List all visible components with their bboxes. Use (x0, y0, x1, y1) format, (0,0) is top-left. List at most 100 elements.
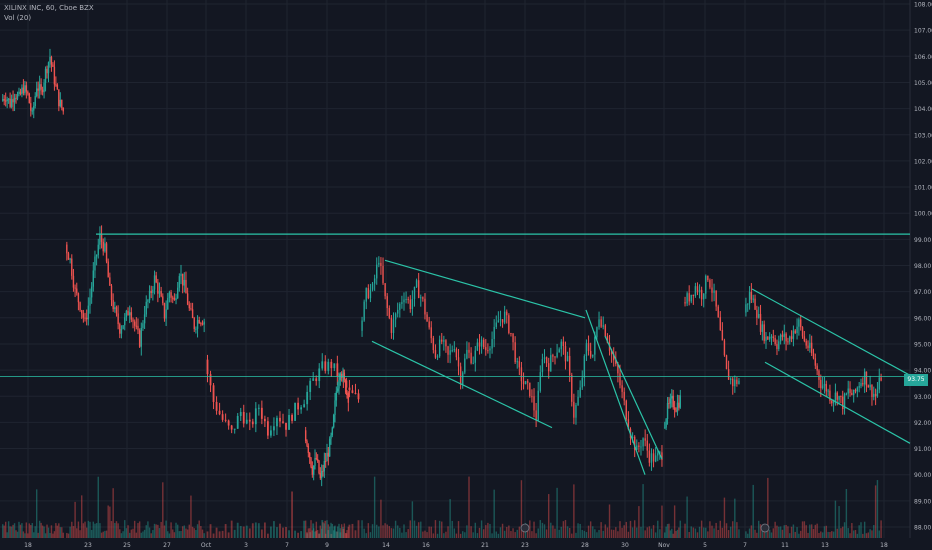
candle-body (518, 361, 521, 368)
candle-body (596, 327, 598, 338)
candle-body (451, 350, 453, 352)
x-tick-label: 5 (703, 542, 707, 549)
volume-bar (160, 521, 162, 538)
candle-body (254, 408, 257, 425)
trendline[interactable] (604, 335, 663, 460)
volume-bar (407, 529, 409, 538)
candle-body (462, 372, 464, 385)
volume-bar (339, 532, 342, 538)
candle-body (155, 275, 157, 283)
trendline[interactable] (585, 309, 646, 475)
volume-bar (810, 524, 813, 538)
volume-bar (330, 533, 333, 538)
event-marker-icon[interactable] (760, 523, 770, 533)
volume-bar (781, 529, 784, 538)
candle-body (384, 283, 386, 297)
volume-bar (239, 526, 242, 538)
candle-body (285, 422, 287, 430)
candle-body (291, 414, 293, 421)
volume-bar (748, 528, 751, 538)
candle-body (382, 265, 384, 284)
trendline[interactable] (384, 259, 586, 319)
candle-body (673, 407, 676, 411)
volume-bar (798, 533, 800, 538)
candle-body (856, 387, 859, 392)
candle-body (288, 414, 290, 430)
volume-bar (67, 533, 70, 538)
candle-body (357, 393, 360, 400)
candle-body (852, 389, 855, 396)
volume-bar (3, 525, 5, 538)
volume-bar (430, 526, 432, 538)
candle-body (209, 374, 212, 386)
trendline[interactable] (751, 288, 911, 376)
candle-body (527, 381, 529, 383)
candle-body (71, 258, 73, 276)
volume-bar (869, 529, 871, 538)
volume-bar (459, 533, 462, 538)
x-tick-label: 14 (382, 542, 390, 549)
candle-body (493, 326, 495, 340)
volume-bar (436, 533, 439, 538)
trendline[interactable] (764, 361, 911, 444)
candle-body (160, 290, 162, 297)
candle-body (747, 303, 749, 305)
candle-body (300, 407, 303, 410)
volume-bar (613, 529, 615, 538)
candle-body (825, 384, 827, 392)
volume-bar (367, 523, 370, 538)
volume-bar (273, 521, 275, 538)
candle-body (270, 430, 272, 436)
volume-bar (705, 527, 707, 538)
candle-body (652, 453, 655, 462)
candle-body (323, 460, 326, 472)
volume-bar (625, 521, 627, 538)
volume-bar (800, 530, 802, 538)
volume-bar (432, 533, 435, 538)
volume-bars (2, 476, 882, 538)
candle-body (328, 438, 331, 457)
volume-bar (856, 533, 859, 538)
candle-body (831, 400, 833, 404)
candle-body (117, 313, 119, 325)
candle-body (87, 305, 90, 320)
candle-body (303, 404, 306, 408)
trendline[interactable] (371, 340, 553, 429)
candle-body (690, 294, 692, 302)
candle-body (35, 88, 38, 97)
event-marker-icon[interactable] (520, 523, 530, 533)
volume-bar (774, 521, 776, 538)
volume-bar (476, 533, 479, 538)
volume-bar (109, 506, 111, 538)
candle-body (709, 280, 711, 288)
volume-bar (411, 501, 414, 538)
volume-bar (583, 530, 586, 538)
volume-bar (596, 532, 598, 538)
volume-bar (669, 530, 672, 538)
volume-bar (13, 523, 16, 538)
candle-body (428, 321, 430, 328)
volume-bar (34, 526, 36, 538)
volume-bar (56, 525, 59, 538)
volume-bar (721, 527, 724, 538)
candle-body (732, 378, 734, 387)
candle-body (524, 381, 527, 385)
volume-bar (311, 530, 314, 538)
volume-bar (310, 520, 312, 538)
candle-body (142, 323, 144, 328)
volume-bar (752, 484, 754, 538)
volume-bar (114, 523, 116, 538)
candle-body (168, 292, 171, 299)
y-tick-label: 97.00 (914, 289, 931, 296)
volume-bar (719, 520, 721, 538)
volume-bar (77, 521, 80, 538)
candle-body (589, 350, 592, 357)
volume-bar (571, 533, 573, 538)
candle-body (332, 414, 335, 428)
volume-bar (589, 521, 592, 538)
candle-body (633, 436, 636, 450)
candle-body (880, 377, 882, 381)
candle-body (646, 440, 648, 451)
candle-body (89, 297, 91, 306)
